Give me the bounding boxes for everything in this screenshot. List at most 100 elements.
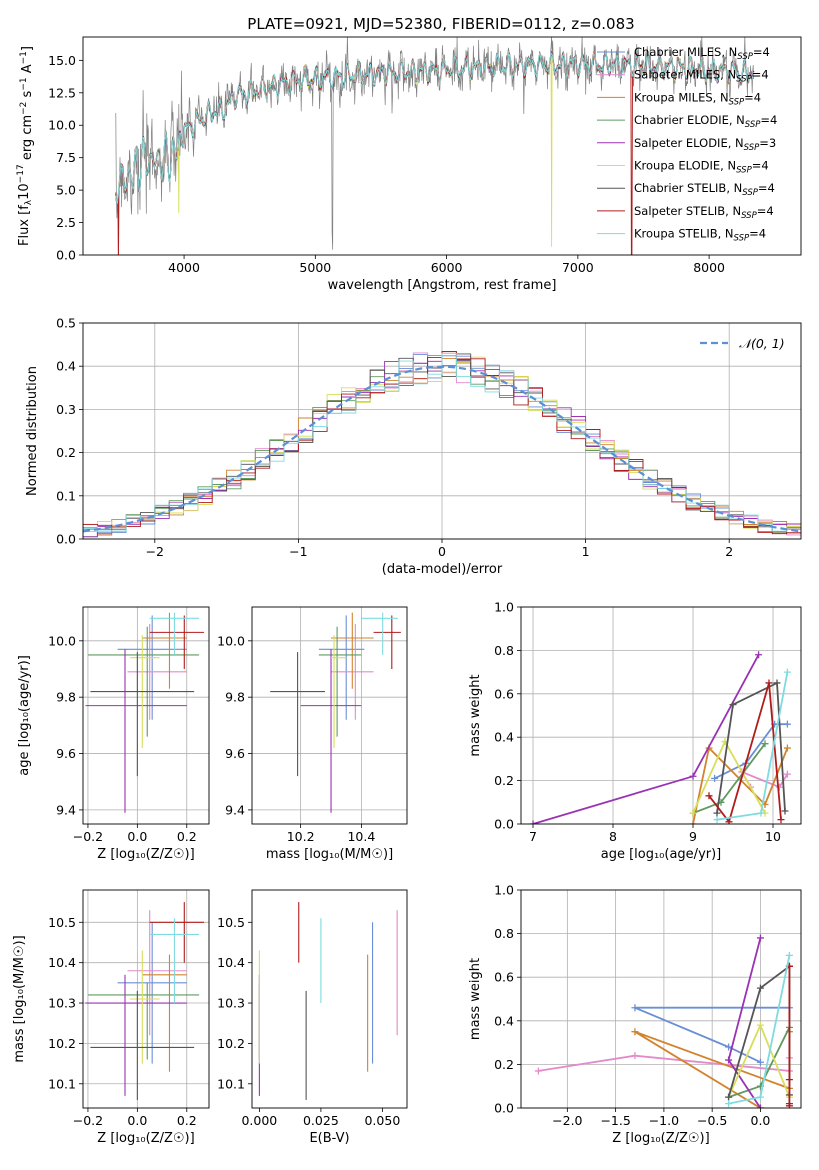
y-tick-label: 15.0 (48, 53, 76, 68)
spectrum-model-line (115, 51, 755, 204)
y-axis-label: age [log₁₀(age/yr)] (17, 655, 32, 776)
mass-weight-marker (756, 1058, 764, 1066)
y-tick-label: 0.1 (56, 488, 76, 503)
figure-title: PLATE=0921, MJD=52380, FIBERID=0112, z=0… (247, 15, 634, 33)
x-axis-label: age [log₁₀(age/yr)] (601, 847, 722, 862)
mass-weight-marker (756, 1104, 764, 1108)
mass-weight-marker (631, 1004, 639, 1012)
x-tick-label: 8000 (693, 260, 725, 275)
axes-frame (82, 322, 802, 540)
y-tick-label: 10.3 (48, 996, 76, 1011)
y-axis-label: mass weight (468, 674, 483, 756)
x-tick-label: −0.5 (697, 1113, 727, 1128)
mass-weight-marker (713, 816, 721, 824)
y-axis-label: Normed distribution (25, 366, 40, 496)
legend-label-part: SSP (741, 211, 757, 221)
y-axis-label-part: ] (20, 46, 35, 51)
mass-weight-marker (781, 807, 789, 815)
plot-area-spectrum (115, 37, 755, 255)
mass-weight-marker (689, 820, 697, 824)
y-tick-label: 0.3 (56, 402, 76, 417)
legend-label-part: SSP (736, 75, 752, 85)
plot-area-mass-vs-EBV (258, 902, 398, 1100)
y-axis-label-part: A (20, 64, 35, 77)
legend-label-part: Salpeter MILES, N (634, 68, 736, 82)
y-tick-label: 10.2 (48, 1036, 76, 1051)
legend-label-part: Chabrier ELODIE, N (634, 113, 745, 127)
plot-area-residuals (83, 350, 801, 539)
axes-frame (520, 606, 802, 825)
y-tick-label: 10.4 (48, 955, 76, 970)
axes-frame (82, 606, 210, 825)
legend-label-part: Chabrier MILES, N (634, 45, 737, 59)
y-tick-label: 9.4 (225, 802, 245, 817)
y-axis-label: Flux [fλ10−17 erg cm−2 s−1 A−1] (16, 46, 35, 246)
plot-area-weight-vs-Z (534, 934, 793, 1108)
x-tick-label: 0.2 (177, 1113, 197, 1128)
y-tick-label: 12.5 (48, 85, 76, 100)
mass-weight-line (692, 746, 789, 824)
y-tick-label: 10.5 (217, 915, 245, 930)
axes-frame (82, 36, 802, 256)
legend-label-part: =3 (759, 136, 776, 150)
legend-label-part: SSP (742, 188, 758, 198)
y-tick-label: 9.4 (56, 802, 76, 817)
y-tick-label: 10.0 (48, 633, 76, 648)
axes-frame (82, 889, 210, 1109)
x-tick-label: −1.0 (649, 1113, 679, 1128)
legend-label: Chabrier MILES, NSSP=4 (634, 45, 770, 62)
legend-label-part: =4 (744, 90, 761, 104)
x-tick-label: −0.2 (73, 1113, 103, 1128)
y-tick-label: 10.0 (217, 633, 245, 648)
x-axis-label: Z [log₁₀(Z/Z☉)] (97, 1131, 194, 1146)
mass-weight-marker (785, 951, 793, 959)
x-tick-label: 10.2 (287, 829, 315, 844)
x-tick-label: 10 (765, 829, 781, 844)
x-axis-label: E(B-V) (309, 1131, 349, 1146)
mass-weight-marker (713, 809, 721, 817)
y-tick-label: 10.5 (48, 915, 76, 930)
x-tick-label: 0.2 (177, 829, 197, 844)
x-tick-label: −1 (289, 544, 307, 559)
mass-weight-marker (534, 1067, 542, 1075)
legend-label-part: =4 (753, 45, 770, 59)
legend-label: Kroupa ELODIE, NSSP=4 (634, 159, 769, 176)
legend-label-part: Salpeter STELIB, N (634, 204, 741, 218)
mass-weight-marker (725, 1093, 733, 1101)
x-tick-label: −1.5 (600, 1113, 630, 1128)
y-tick-label: 0.8 (494, 926, 514, 941)
mass-weight-marker (756, 1093, 764, 1101)
x-tick-label: 0.0 (751, 1113, 771, 1128)
x-tick-label: 7000 (562, 260, 594, 275)
y-tick-label: 0.4 (494, 730, 514, 745)
x-tick-label: 9 (689, 829, 697, 844)
y-tick-label: 7.5 (56, 150, 76, 165)
legend-label-part: SSP (734, 234, 750, 244)
x-tick-label: 0.000 (241, 1113, 277, 1128)
legend-label: 𝒩(0, 1) (739, 336, 785, 351)
y-tick-label: 0.4 (494, 1013, 514, 1028)
x-tick-label: −2 (146, 544, 164, 559)
legend-label-part: SSP (737, 52, 753, 62)
y-tick-label: 0.8 (494, 643, 514, 658)
y-tick-label: 10.0 (48, 118, 76, 133)
mass-weight-marker (761, 740, 769, 748)
legend-label-part: Kroupa STELIB, N (634, 227, 734, 241)
legend-label-part: =4 (752, 68, 769, 82)
legend-label-part: =4 (752, 159, 769, 173)
mass-weight-marker (631, 1028, 639, 1036)
x-axis-label: wavelength [Angstrom, rest frame] (328, 278, 557, 293)
y-tick-label: 2.5 (56, 215, 76, 230)
y-axis-label: mass [log₁₀(M/M☉)] (12, 935, 27, 1062)
legend-label-part: SSP (745, 120, 761, 130)
panel-age-vs-mass: 10.2 10.4 9.4 9.6 9.8 10.0 mass [log₁₀(M/M☉)] (217, 606, 408, 862)
mass-weight-marker (765, 679, 773, 687)
mass-weight-marker (725, 818, 733, 824)
mass-weight-marker (777, 816, 785, 824)
mass-weight-marker (725, 1100, 733, 1108)
mass-weight-marker (775, 783, 783, 791)
y-tick-label: 0.0 (494, 817, 514, 832)
mass-weight-marker (757, 809, 765, 817)
y-tick-label: 9.8 (56, 690, 76, 705)
x-tick-label: 7 (529, 829, 537, 844)
